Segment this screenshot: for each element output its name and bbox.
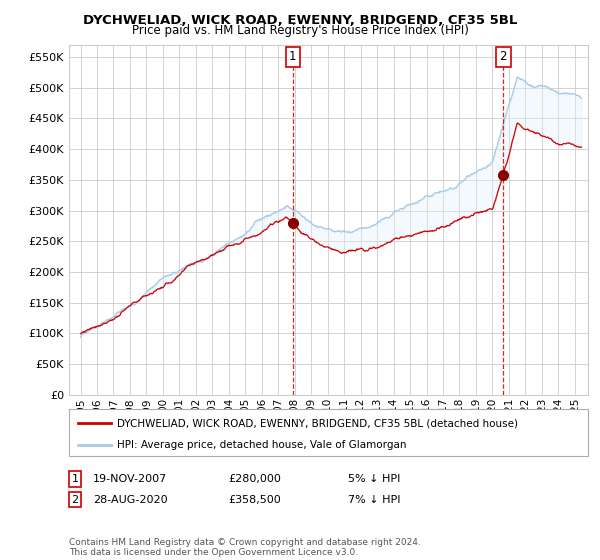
Text: 1: 1: [289, 50, 296, 63]
Text: 2: 2: [500, 50, 507, 63]
Text: 5% ↓ HPI: 5% ↓ HPI: [348, 474, 400, 484]
Text: 28-AUG-2020: 28-AUG-2020: [93, 494, 167, 505]
Text: HPI: Average price, detached house, Vale of Glamorgan: HPI: Average price, detached house, Vale…: [117, 440, 407, 450]
Text: 19-NOV-2007: 19-NOV-2007: [93, 474, 167, 484]
Text: Price paid vs. HM Land Registry's House Price Index (HPI): Price paid vs. HM Land Registry's House …: [131, 24, 469, 37]
Text: 7% ↓ HPI: 7% ↓ HPI: [348, 494, 401, 505]
Text: 1: 1: [71, 474, 79, 484]
Text: £358,500: £358,500: [228, 494, 281, 505]
Text: 2: 2: [71, 494, 79, 505]
Text: Contains HM Land Registry data © Crown copyright and database right 2024.
This d: Contains HM Land Registry data © Crown c…: [69, 538, 421, 557]
Text: DYCHWELIAD, WICK ROAD, EWENNY, BRIDGEND, CF35 5BL (detached house): DYCHWELIAD, WICK ROAD, EWENNY, BRIDGEND,…: [117, 418, 518, 428]
Text: £280,000: £280,000: [228, 474, 281, 484]
Text: DYCHWELIAD, WICK ROAD, EWENNY, BRIDGEND, CF35 5BL: DYCHWELIAD, WICK ROAD, EWENNY, BRIDGEND,…: [83, 14, 517, 27]
